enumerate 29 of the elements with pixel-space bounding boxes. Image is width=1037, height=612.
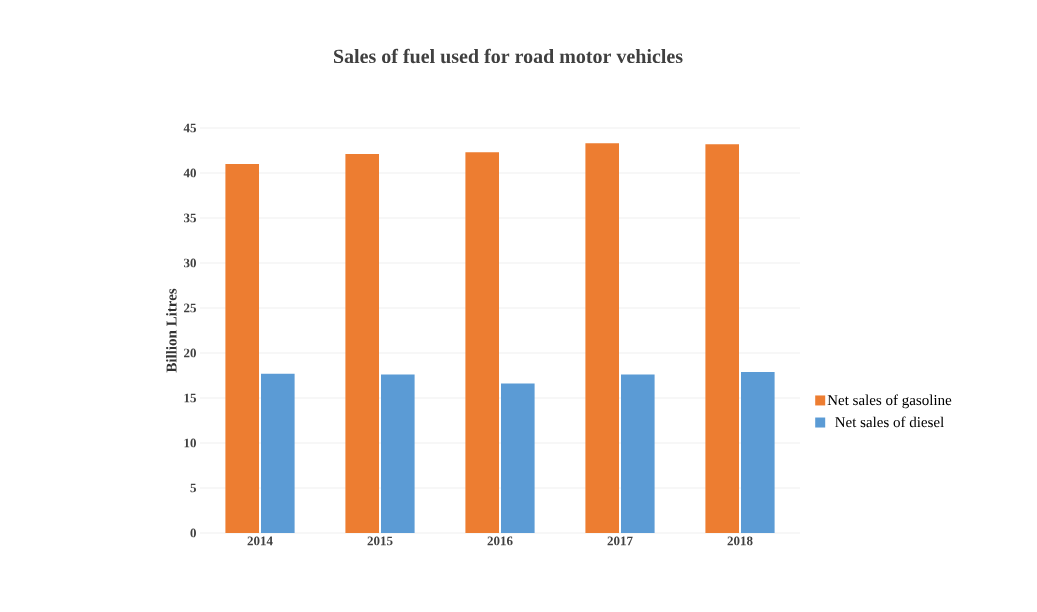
bar bbox=[345, 154, 380, 533]
x-tick-label: 2018 bbox=[727, 536, 753, 546]
y-tick-label: 35 bbox=[183, 213, 196, 223]
bar bbox=[381, 374, 415, 533]
y-tick-label: 0 bbox=[190, 528, 196, 538]
x-tick-label: 2016 bbox=[487, 536, 513, 546]
bar bbox=[225, 163, 260, 533]
legend-label: Net sales of diesel bbox=[835, 416, 944, 428]
legend-label: Net sales of gasoline bbox=[827, 394, 952, 409]
y-tick-label: 25 bbox=[184, 303, 196, 313]
bar bbox=[585, 143, 619, 533]
x-tick-label: 2017 bbox=[607, 536, 633, 546]
y-tick-label: 10 bbox=[184, 438, 196, 448]
y-tick-label: 5 bbox=[190, 483, 196, 493]
x-tick-label: 2015 bbox=[367, 536, 393, 546]
bar bbox=[465, 152, 499, 533]
bar bbox=[261, 373, 295, 533]
bar bbox=[621, 374, 655, 533]
bar bbox=[501, 383, 535, 533]
chart-title: Sales of fuel used for road motor vehicles bbox=[334, 48, 683, 64]
bar bbox=[741, 371, 775, 533]
y-tick-label: 30 bbox=[183, 258, 196, 268]
y-tick-label: 15 bbox=[184, 393, 196, 403]
y-tick-label: 40 bbox=[183, 168, 196, 178]
y-axis-title: Billion Litres bbox=[166, 288, 177, 373]
bar bbox=[705, 144, 739, 533]
x-tick-label: 2014 bbox=[247, 536, 273, 546]
y-tick-label: 20 bbox=[184, 348, 196, 358]
y-tick-label: 45 bbox=[183, 123, 196, 133]
